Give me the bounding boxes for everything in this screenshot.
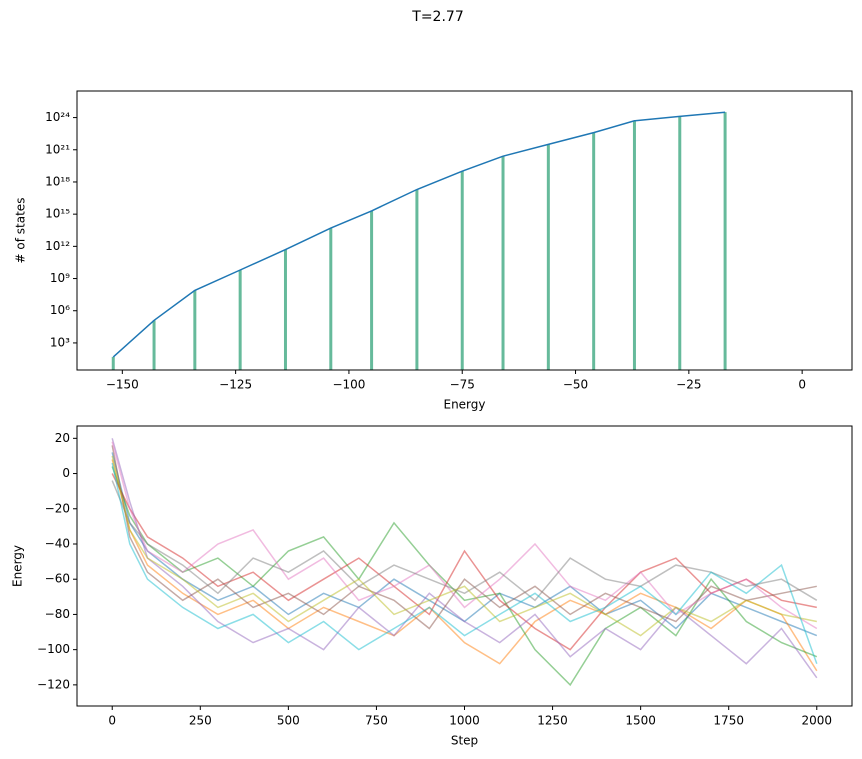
y-tick-label: −80 bbox=[45, 607, 70, 621]
series-line bbox=[111, 466, 818, 687]
x-tick-label: 0 bbox=[798, 378, 806, 392]
y-tick-label: −100 bbox=[37, 642, 70, 656]
x-tick-label: 0 bbox=[108, 714, 116, 728]
x-tick-label: 250 bbox=[189, 714, 212, 728]
y-tick-label: 10²⁴ bbox=[45, 110, 70, 124]
y-tick-label: −120 bbox=[37, 677, 70, 691]
axes-frame bbox=[76, 425, 853, 707]
y-tick-label: 10²¹ bbox=[45, 142, 70, 156]
x-tick-label: −25 bbox=[676, 378, 701, 392]
y-tick-label: 10¹² bbox=[45, 239, 70, 253]
x-tick-label: 1500 bbox=[625, 714, 656, 728]
y-tick-label: 10⁹ bbox=[50, 271, 70, 285]
x-axis-label: Energy bbox=[443, 398, 485, 412]
x-tick-label: −150 bbox=[106, 378, 139, 392]
series-line bbox=[111, 459, 818, 672]
y-tick-label: 0 bbox=[62, 466, 70, 480]
x-tick-label: −125 bbox=[219, 378, 252, 392]
x-tick-label: −100 bbox=[332, 378, 365, 392]
x-tick-label: 2000 bbox=[801, 714, 832, 728]
axes-frame bbox=[76, 90, 853, 371]
x-axis-label: Step bbox=[451, 734, 478, 748]
x-tick-label: 1250 bbox=[537, 714, 568, 728]
y-tick-label: 10⁶ bbox=[50, 303, 70, 317]
series-line bbox=[111, 438, 818, 679]
y-tick-label: 10¹⁵ bbox=[45, 207, 70, 221]
y-tick-label: −60 bbox=[45, 572, 70, 586]
series-line bbox=[111, 473, 817, 651]
y-tick-label: −40 bbox=[45, 536, 70, 550]
x-tick-label: 750 bbox=[365, 714, 388, 728]
y-axis-label: Energy bbox=[11, 545, 25, 587]
x-tick-label: 1750 bbox=[713, 714, 744, 728]
x-tick-label: −50 bbox=[563, 378, 588, 392]
x-tick-label: 1000 bbox=[449, 714, 480, 728]
x-tick-label: −75 bbox=[450, 378, 475, 392]
y-axis-label: # of states bbox=[14, 198, 28, 264]
x-tick-label: 500 bbox=[277, 714, 300, 728]
figure-title: T=2.77 bbox=[411, 9, 463, 25]
series-line bbox=[111, 480, 818, 602]
series-line bbox=[111, 462, 818, 664]
y-tick-label: −20 bbox=[45, 501, 70, 515]
series-line bbox=[112, 111, 726, 358]
y-tick-label: 10¹⁸ bbox=[45, 174, 70, 188]
y-tick-label: 20 bbox=[55, 431, 70, 445]
y-tick-label: 10³ bbox=[50, 335, 70, 349]
series-line bbox=[111, 455, 817, 637]
